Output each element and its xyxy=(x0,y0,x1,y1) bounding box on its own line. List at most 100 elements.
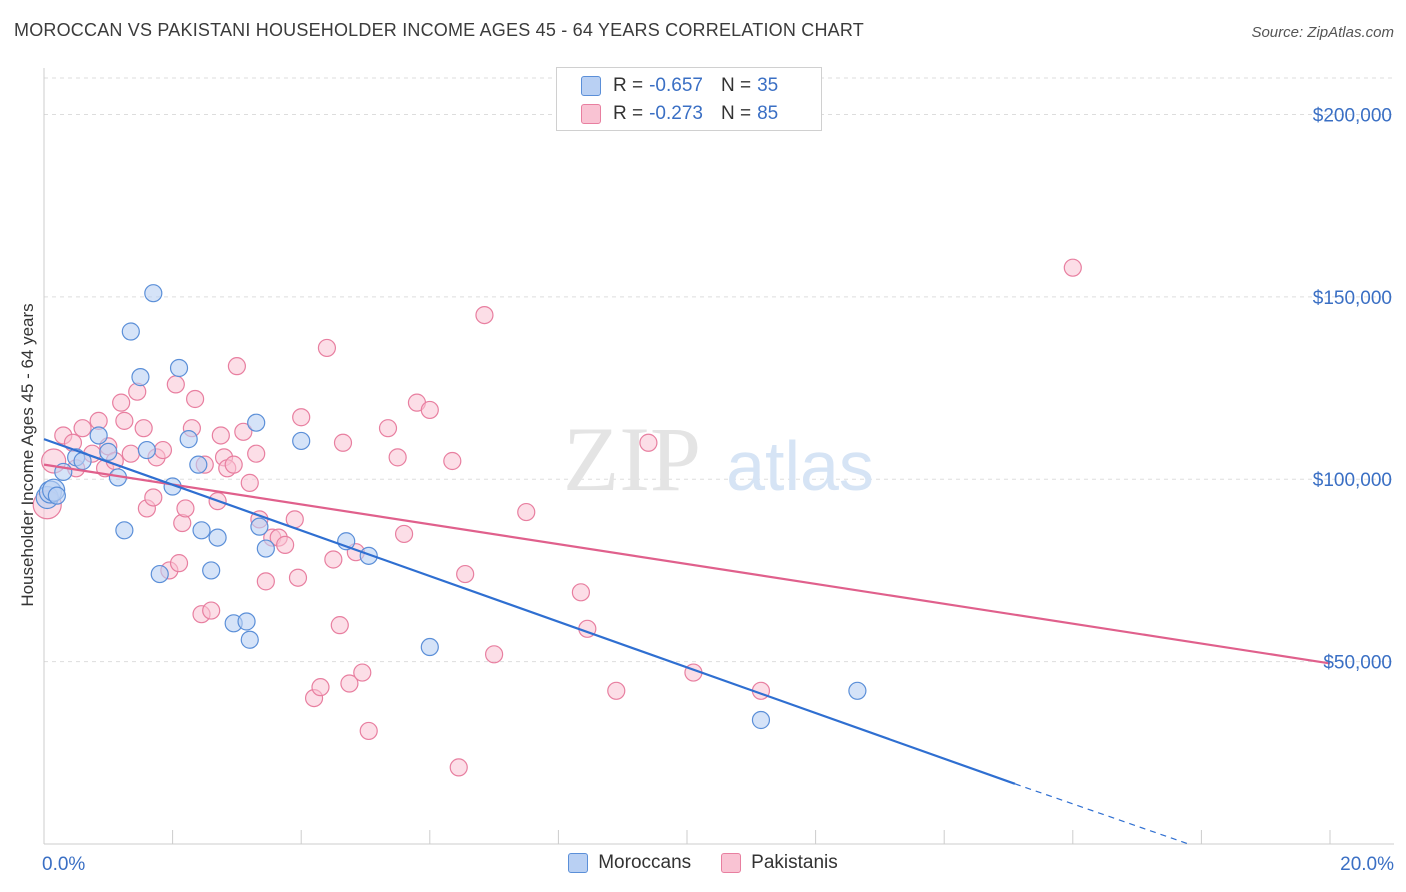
legend-label-moroccans: Moroccans xyxy=(598,852,692,873)
pakistani-point xyxy=(571,583,591,602)
pakistani-point xyxy=(1063,258,1082,277)
pakistani-point xyxy=(378,419,398,438)
moroccan-point xyxy=(208,528,227,547)
pakistani-point xyxy=(240,473,259,492)
pakistani-point xyxy=(324,550,343,569)
pakistani-point xyxy=(317,338,337,358)
moroccan-point xyxy=(131,368,150,387)
pakistani-point xyxy=(485,645,504,664)
moroccan-trend-extension xyxy=(1014,783,1189,845)
pakistani-point xyxy=(144,488,163,507)
legend-item-moroccans[interactable]: Moroccans xyxy=(568,852,691,874)
moroccan-point xyxy=(137,440,156,460)
pakistani-point xyxy=(340,674,359,693)
moroccan-point xyxy=(250,517,269,536)
r-label: R = xyxy=(613,103,644,124)
pakistani-points xyxy=(32,258,1082,777)
pakistani-point xyxy=(115,411,134,430)
moroccan-point xyxy=(189,455,208,474)
pakistani-point xyxy=(443,451,462,471)
watermark: ZIP atlas xyxy=(563,408,874,510)
y-tick-label: $50,000 xyxy=(1323,653,1392,674)
pakistani-point xyxy=(517,502,536,522)
pakistani-swatch xyxy=(581,104,601,124)
moroccan-point xyxy=(240,630,259,649)
pakistani-point xyxy=(227,357,246,376)
moroccan-point xyxy=(247,413,266,432)
pakistani-point xyxy=(333,433,353,452)
moroccan-point xyxy=(47,486,66,505)
n-value: 85 xyxy=(757,103,779,124)
source-label: Source: ZipAtlas.com xyxy=(1251,24,1394,41)
pakistani-point xyxy=(153,440,173,460)
pakistani-point xyxy=(449,758,468,777)
watermark-atlas: atlas xyxy=(726,427,874,505)
pakistani-point xyxy=(394,524,414,544)
moroccan-point xyxy=(144,284,163,303)
moroccan-point xyxy=(115,521,134,540)
moroccan-points xyxy=(35,284,867,730)
moroccan-point xyxy=(89,426,108,445)
moroccan-trend-line xyxy=(43,438,1016,785)
moroccan-point xyxy=(192,521,211,540)
moroccan-point xyxy=(121,322,140,341)
y-tick-label: $150,000 xyxy=(1313,288,1392,309)
legend-row-pakistanis: R = -0.273 N = 85 xyxy=(581,102,778,126)
moroccan-point xyxy=(848,681,867,700)
pakistani-point xyxy=(420,400,439,420)
pakistani-point xyxy=(292,408,311,427)
r-value: -0.273 xyxy=(649,103,703,124)
legend-row-moroccans: R = -0.657 N = 35 xyxy=(581,74,778,98)
trend-lines xyxy=(43,438,1331,845)
pakistani-point xyxy=(112,393,131,412)
pakistani-point xyxy=(73,419,92,438)
pakistani-point xyxy=(639,433,658,452)
moroccan-point xyxy=(420,637,439,657)
axes xyxy=(43,68,1394,845)
moroccan-swatch xyxy=(568,853,589,873)
moroccan-point xyxy=(237,612,256,631)
moroccan-point xyxy=(99,442,118,461)
moroccan-point xyxy=(202,561,221,580)
pakistani-point xyxy=(288,568,308,587)
pakistani-point xyxy=(202,601,221,620)
correlation-legend: R = -0.657 N = 35 R = -0.273 N = 85 xyxy=(556,67,822,131)
pakistani-point xyxy=(475,305,494,325)
r-value: -0.657 xyxy=(649,75,703,96)
moroccan-point xyxy=(256,539,275,558)
pakistani-point xyxy=(276,535,295,554)
pakistani-point xyxy=(186,389,205,409)
moroccan-point xyxy=(359,546,378,565)
moroccan-swatch xyxy=(581,76,601,96)
series-legend: Moroccans Pakistanis xyxy=(0,852,1406,874)
x-tick-label: 20.0% xyxy=(1340,854,1394,875)
x-tick-label: 0.0% xyxy=(42,854,85,875)
n-label: N = xyxy=(720,75,752,96)
pakistani-point xyxy=(169,554,189,573)
pakistani-point xyxy=(247,444,266,463)
pakistani-point xyxy=(224,455,243,474)
pakistani-point xyxy=(353,663,372,682)
pakistani-point xyxy=(456,564,475,584)
watermark-zip: ZIP xyxy=(563,408,701,510)
y-tick-label: $200,000 xyxy=(1313,105,1392,126)
pakistani-point xyxy=(166,375,185,394)
moroccan-point xyxy=(751,710,771,730)
r-label: R = xyxy=(613,75,644,96)
grid-lines xyxy=(44,77,1394,663)
pakistani-point xyxy=(388,448,407,467)
pakistani-point xyxy=(211,426,230,445)
legend-label-pakistanis: Pakistanis xyxy=(751,852,838,873)
y-tick-label: $100,000 xyxy=(1313,470,1392,491)
pakistani-point xyxy=(134,419,153,438)
pakistani-point xyxy=(234,422,253,441)
n-label: N = xyxy=(720,103,752,124)
moroccan-point xyxy=(179,430,198,449)
pakistani-point xyxy=(607,681,626,700)
pakistani-point xyxy=(330,616,349,635)
pakistani-swatch xyxy=(721,853,742,873)
pakistani-point xyxy=(121,444,140,463)
legend-item-pakistanis[interactable]: Pakistanis xyxy=(721,852,838,874)
pakistani-point xyxy=(176,499,195,518)
chart-title: MOROCCAN VS PAKISTANI HOUSEHOLDER INCOME… xyxy=(14,20,864,40)
